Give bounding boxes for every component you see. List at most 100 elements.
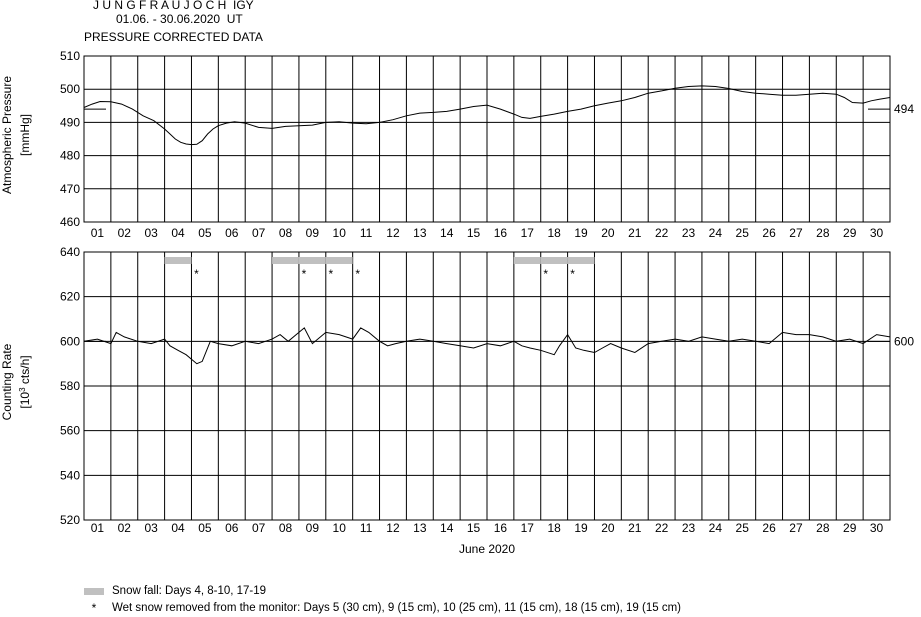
x-tick-label: 15 (467, 226, 481, 240)
snow-bar (325, 257, 353, 264)
x-tick-label: 26 (762, 521, 776, 535)
x-tick-label: 21 (628, 226, 642, 240)
y-tick-label: 620 (60, 290, 80, 304)
period-label: 01.06. - 30.06.2020 UT (116, 12, 243, 26)
x-tick-label: 21 (628, 521, 642, 535)
x-tick-label: 05 (198, 521, 212, 535)
x-tick-label: 12 (386, 226, 400, 240)
y-tick-label: 500 (60, 82, 80, 96)
pressure-series-line (83, 85, 891, 146)
y-axis-title: Atmospheric Pressure (0, 76, 14, 194)
x-tick-label: 29 (843, 226, 857, 240)
snow-bar (272, 257, 299, 264)
wet-snow-marker: * (543, 267, 548, 281)
snow-bar (513, 257, 541, 264)
y-tick-label: 560 (60, 424, 80, 438)
wet-marker-swatch: * (91, 601, 97, 615)
snow-bar (164, 257, 192, 264)
wet-snow-marker: * (355, 267, 360, 281)
y-tick-label: 580 (60, 379, 80, 393)
x-tick-label: 04 (171, 521, 185, 535)
x-tick-label: 04 (171, 226, 185, 240)
x-tick-label: 25 (736, 226, 750, 240)
x-tick-label: 22 (655, 521, 669, 535)
y-tick-label: 640 (60, 245, 80, 259)
x-tick-label: 03 (144, 226, 158, 240)
x-tick-label: 27 (789, 521, 803, 535)
x-tick-label: 30 (870, 521, 884, 535)
x-tick-label: 05 (198, 226, 212, 240)
x-tick-label: 07 (252, 521, 266, 535)
chart-subtitle: PRESSURE CORRECTED DATA (84, 30, 263, 44)
x-tick-label: 06 (225, 226, 239, 240)
wet-snow-marker: * (194, 267, 199, 281)
y-tick-label: 510 (60, 49, 80, 63)
snow-bar (298, 257, 326, 264)
x-tick-label: 30 (870, 226, 884, 240)
x-tick-label: 07 (252, 226, 266, 240)
x-tick-label: 23 (682, 521, 696, 535)
snow-bar (567, 257, 595, 264)
x-tick-label: 03 (144, 521, 158, 535)
y-axis-unit: [103 cts/h] (18, 355, 32, 408)
legend-snow: Snow fall: Days 4, 8-10, 17-19 (84, 585, 266, 597)
x-tick-label: 24 (709, 521, 723, 535)
x-tick-label: 27 (789, 226, 803, 240)
x-tick-label: 10 (333, 521, 347, 535)
y-axis-title: Counting Rate (0, 343, 14, 420)
x-tick-label: 28 (816, 226, 830, 240)
y-tick-label: 480 (60, 149, 80, 163)
snow-swatch (84, 587, 104, 595)
x-tick-label: 19 (574, 521, 588, 535)
x-tick-label: 08 (279, 521, 293, 535)
x-tick-label: 01 (91, 521, 105, 535)
x-tick-label: 12 (386, 521, 400, 535)
reference-label: 494 (894, 102, 914, 116)
x-tick-label: 13 (413, 226, 427, 240)
x-tick-label: 14 (440, 521, 454, 535)
x-tick-label: 06 (225, 521, 239, 535)
x-tick-label: 11 (360, 521, 373, 535)
y-tick-label: 460 (60, 215, 80, 229)
wet-snow-marker: * (570, 267, 575, 281)
snow-bar (540, 257, 568, 264)
x-tick-label: 16 (494, 521, 508, 535)
y-tick-label: 600 (60, 334, 80, 348)
y-tick-label: 540 (60, 468, 80, 482)
station-title: J U N G F R A U J O C H IGY (93, 0, 254, 12)
y-tick-label: 470 (60, 182, 80, 196)
legend-wet-label: Wet snow removed from the monitor: Days … (112, 602, 681, 614)
x-tick-label: 28 (816, 521, 830, 535)
x-tick-label: 29 (843, 521, 857, 535)
x-tick-label: 14 (440, 226, 454, 240)
wet-snow-marker: * (302, 267, 307, 281)
x-tick-label: 25 (736, 521, 750, 535)
counting-rate-series-line (83, 327, 891, 365)
x-tick-label: 17 (521, 521, 535, 535)
x-tick-label: 19 (574, 226, 588, 240)
y-tick-label: 490 (60, 115, 80, 129)
x-axis-title: June 2020 (459, 542, 515, 556)
x-tick-label: 08 (279, 226, 293, 240)
x-tick-label: 24 (709, 226, 723, 240)
x-tick-label: 09 (306, 226, 320, 240)
x-tick-label: 23 (682, 226, 696, 240)
x-tick-label: 11 (360, 226, 373, 240)
x-tick-label: 18 (547, 226, 561, 240)
y-axis-unit: [mmHg] (18, 114, 32, 156)
legend-wet: * Wet snow removed from the monitor: Day… (84, 601, 681, 615)
reference-label: 600 (894, 334, 914, 348)
x-tick-label: 01 (91, 226, 105, 240)
x-tick-label: 20 (601, 226, 615, 240)
x-tick-label: 02 (118, 521, 132, 535)
wet-snow-marker: * (328, 267, 333, 281)
x-tick-label: 16 (494, 226, 508, 240)
x-tick-label: 13 (413, 521, 427, 535)
x-tick-label: 10 (333, 226, 347, 240)
legend-snow-label: Snow fall: Days 4, 8-10, 17-19 (112, 585, 267, 597)
x-tick-label: 02 (118, 226, 132, 240)
x-tick-label: 26 (762, 226, 776, 240)
plot-frame (83, 251, 891, 521)
plot-frame (83, 55, 891, 223)
